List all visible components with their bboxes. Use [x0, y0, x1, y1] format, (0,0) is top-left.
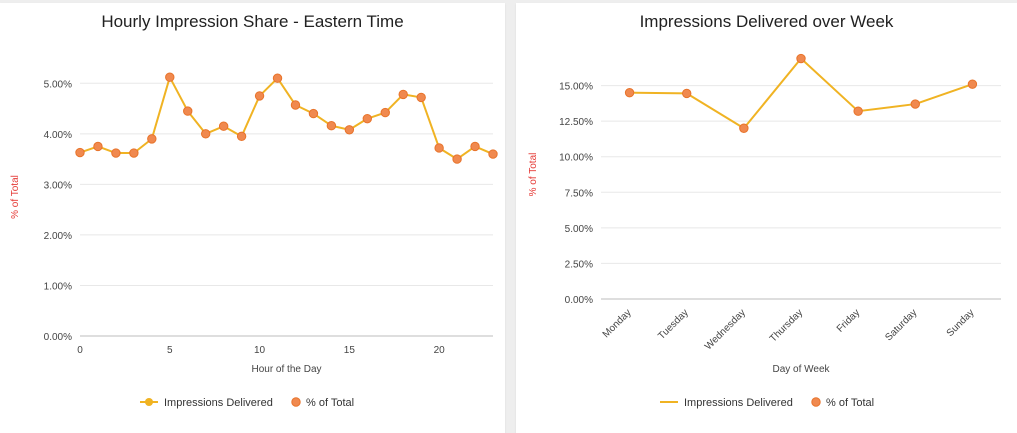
- legend-label: Impressions Delivered: [164, 397, 273, 409]
- y-tick-label: 0.00%: [44, 332, 72, 343]
- legend-dot-marker: [811, 397, 821, 407]
- series-line-impressions-delivered: [79, 76, 494, 161]
- data-point-pct-of-total: [326, 121, 337, 131]
- data-point-pct-of-total: [452, 154, 462, 164]
- x-tick-label: 0: [77, 345, 83, 356]
- y-tick-label: 10.00%: [559, 153, 593, 164]
- data-point-pct-of-total: [308, 108, 319, 119]
- data-point-pct-of-total: [129, 148, 139, 158]
- data-point-pct-of-total: [380, 107, 390, 118]
- data-point-pct-of-total: [362, 113, 373, 124]
- x-axis-label: Hour of the Day: [251, 364, 321, 375]
- x-axis-label: Day of Week: [772, 364, 830, 375]
- y-tick-label: 2.00%: [44, 231, 72, 242]
- x-tick-label: 15: [344, 345, 356, 356]
- y-tick-label: 7.50%: [565, 188, 593, 199]
- hourly-chart-card: Hourly Impression Share - Eastern Time 0…: [0, 3, 505, 433]
- y-tick-label: 2.50%: [565, 259, 593, 270]
- x-tick-label: Saturday: [883, 307, 919, 343]
- weekly-chart-title: Impressions Delivered over Week: [639, 12, 894, 31]
- data-point-pct-of-total: [398, 89, 408, 100]
- y-tick-label: 4.00%: [44, 130, 72, 141]
- hourly-chart: 0.00% 1.00% 2.00% 3.00% 4.00% 5.00% % of Total…: [10, 72, 498, 409]
- x-tick-label: Sunday: [945, 307, 977, 339]
- x-tick-label: 5: [167, 345, 173, 356]
- hourly-chart-title: Hourly Impression Share - Eastern Time: [101, 12, 404, 31]
- y-tick-label: 5.00%: [565, 224, 593, 235]
- data-point-pct-of-total: [624, 87, 635, 98]
- legend-dot-marker: [145, 398, 153, 406]
- x-tick-label: Thursday: [768, 307, 805, 344]
- y-tick-label: 3.00%: [44, 180, 72, 191]
- y-axis-label: % of Total: [10, 175, 21, 219]
- data-point-pct-of-total: [682, 88, 692, 99]
- data-point-pct-of-total: [183, 106, 193, 116]
- x-tick-label: Friday: [835, 307, 862, 334]
- weekly-chart: 0.00% 2.50% 5.00% 7.50% 10.00% 12.50% 15.00% % …: [528, 53, 1001, 409]
- weekly-chart-card: Impressions Delivered over Week 0.00% 2.5…: [516, 3, 1017, 433]
- y-tick-label: 0.00%: [565, 295, 593, 306]
- data-point-pct-of-total: [967, 79, 978, 89]
- data-point-pct-of-total: [290, 100, 301, 110]
- data-point-pct-of-total: [470, 141, 480, 152]
- data-point-pct-of-total: [236, 131, 247, 142]
- legend-dot-marker: [291, 397, 301, 407]
- data-point-pct-of-total: [254, 91, 265, 101]
- data-point-pct-of-total: [739, 123, 749, 133]
- series-line-impressions-delivered: [629, 57, 973, 130]
- legend-label: Impressions Delivered: [684, 397, 793, 409]
- legend-label: % of Total: [306, 397, 354, 409]
- data-point-pct-of-total: [165, 72, 175, 82]
- y-tick-label: 1.00%: [44, 281, 72, 292]
- data-point-pct-of-total: [93, 141, 103, 152]
- data-point-pct-of-total: [218, 121, 229, 131]
- x-tick-label: Monday: [601, 307, 634, 340]
- x-tick-label: Wednesday: [703, 307, 748, 352]
- data-point-pct-of-total: [434, 143, 444, 153]
- x-tick-label: 20: [434, 345, 446, 356]
- y-tick-label: 15.00%: [559, 82, 593, 93]
- y-axis-label: % of Total: [528, 153, 539, 197]
- y-tick-label: 12.50%: [559, 117, 593, 128]
- data-point-pct-of-total: [75, 147, 85, 158]
- data-point-pct-of-total: [910, 99, 920, 109]
- data-point-pct-of-total: [853, 106, 863, 116]
- legend-label: % of Total: [826, 397, 874, 409]
- data-point-pct-of-total: [147, 134, 157, 144]
- data-point-pct-of-total: [111, 148, 121, 158]
- x-tick-label: 10: [254, 345, 266, 356]
- data-point-pct-of-total: [272, 73, 283, 83]
- data-point-pct-of-total: [416, 92, 426, 103]
- data-point-pct-of-total: [796, 53, 806, 64]
- y-tick-label: 5.00%: [44, 79, 72, 90]
- x-tick-label: Tuesday: [656, 307, 691, 342]
- data-point-pct-of-total: [344, 125, 355, 135]
- data-point-pct-of-total: [200, 129, 211, 139]
- data-point-pct-of-total: [488, 149, 498, 159]
